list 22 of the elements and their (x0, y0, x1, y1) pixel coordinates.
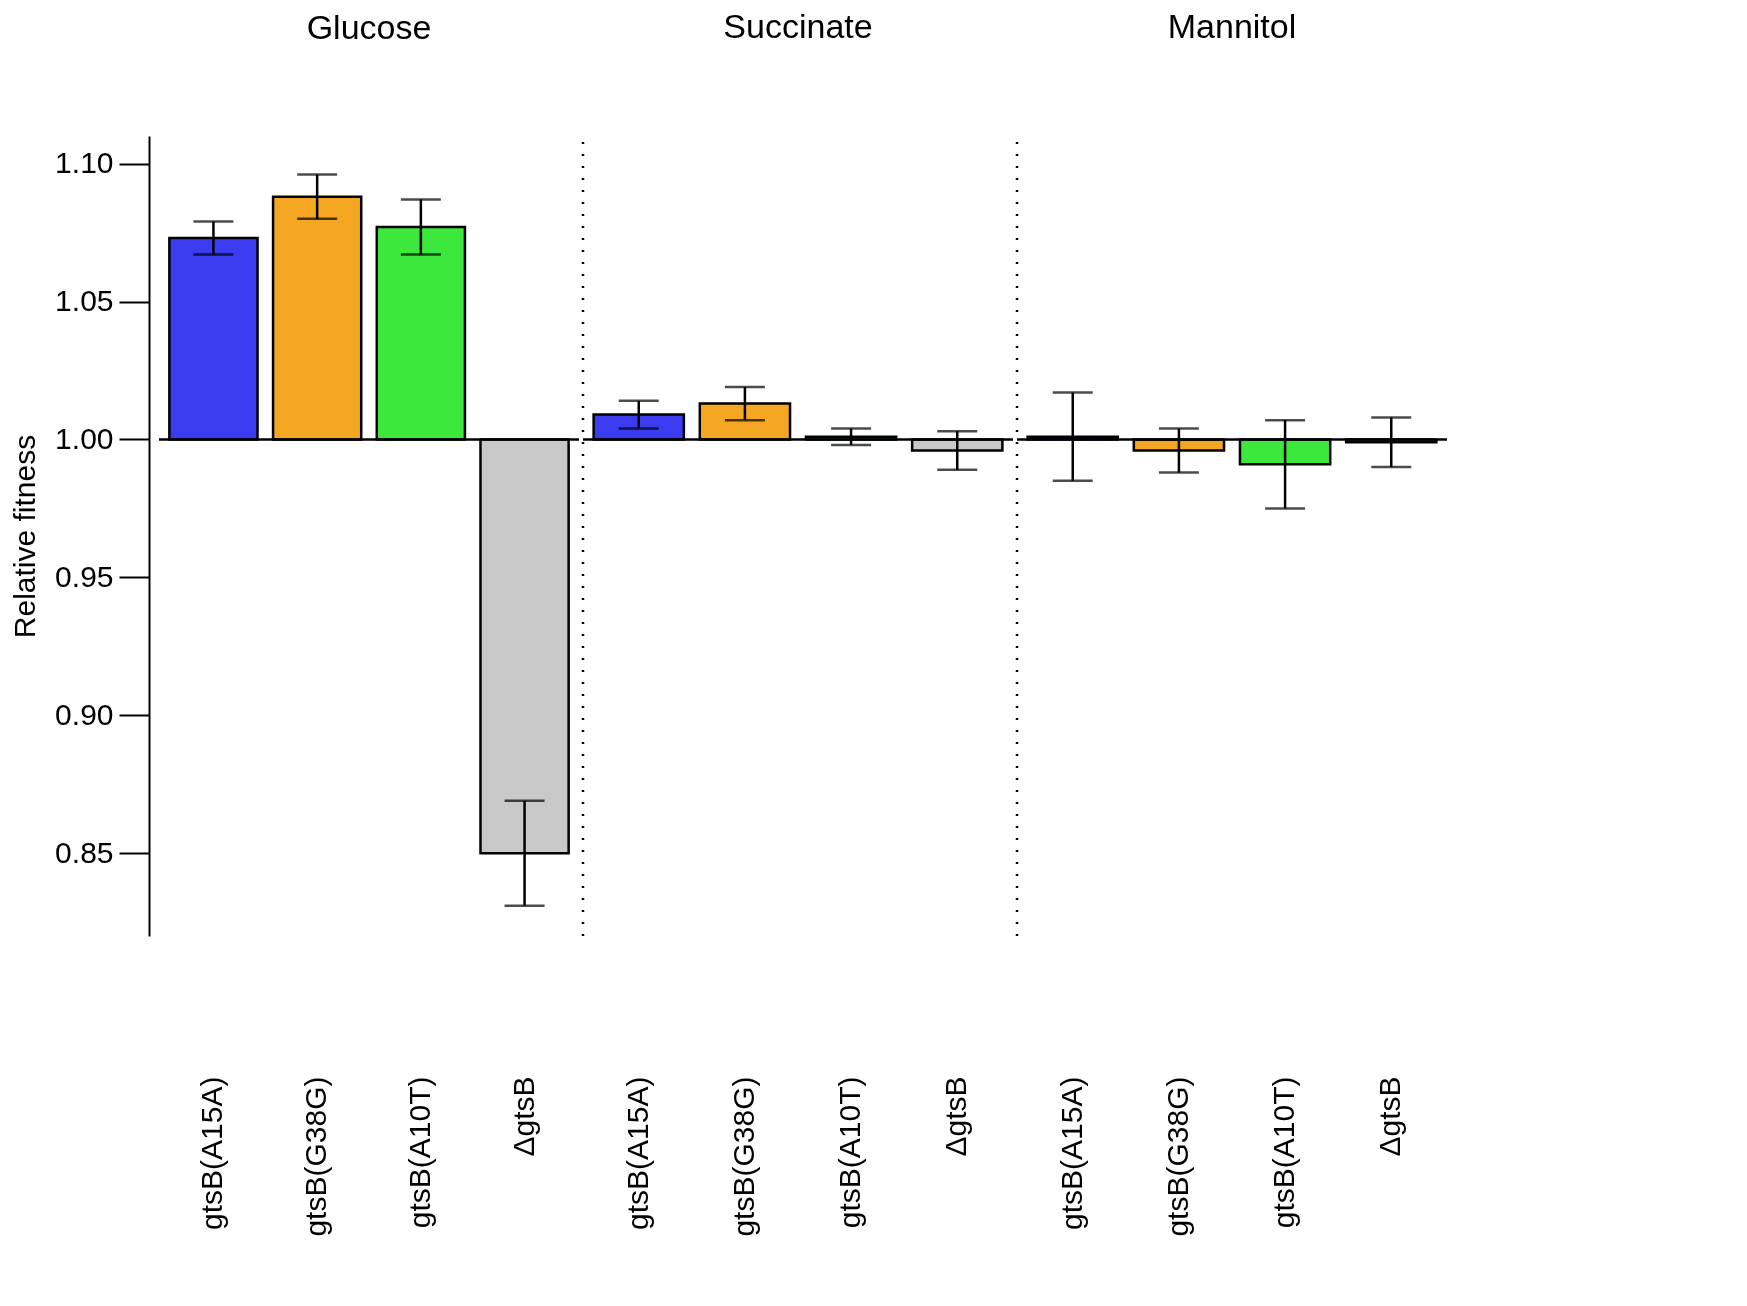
x-tick-label: gtsB(G38G) (299, 1076, 333, 1237)
x-tick-label: ΔgtsB (1373, 1076, 1407, 1157)
x-tick-label: gtsB(A15A) (195, 1076, 229, 1230)
x-tick-label: gtsB(A10T) (833, 1076, 867, 1229)
x-tick-label: ΔgtsB (939, 1076, 973, 1157)
x-tick-label: gtsB(A15A) (1054, 1076, 1088, 1230)
x-tick-label: gtsB(G38G) (726, 1076, 760, 1237)
x-tick-label: gtsB(A15A) (620, 1076, 654, 1230)
y-tick-label: 0.95 (55, 559, 114, 593)
chart-title: Glucose (306, 8, 432, 46)
chart-title: Mannitol (1167, 6, 1297, 45)
y-tick-label: 0.90 (55, 697, 114, 731)
chart-title: Succinate (723, 6, 873, 45)
y-axis-title: Relative fitness (8, 434, 42, 639)
y-tick-label: 1.00 (55, 421, 114, 455)
y-tick-label: 1.10 (55, 146, 114, 180)
y-tick-label: 1.05 (55, 284, 114, 318)
x-tick-label: gtsB(G38G) (1160, 1076, 1194, 1237)
x-tick-label: ΔgtsB (506, 1076, 540, 1157)
x-tick-label: gtsB(A10T) (1267, 1076, 1301, 1229)
y-tick-label: 0.85 (55, 835, 114, 869)
x-tick-label: gtsB(A10T) (402, 1076, 436, 1229)
